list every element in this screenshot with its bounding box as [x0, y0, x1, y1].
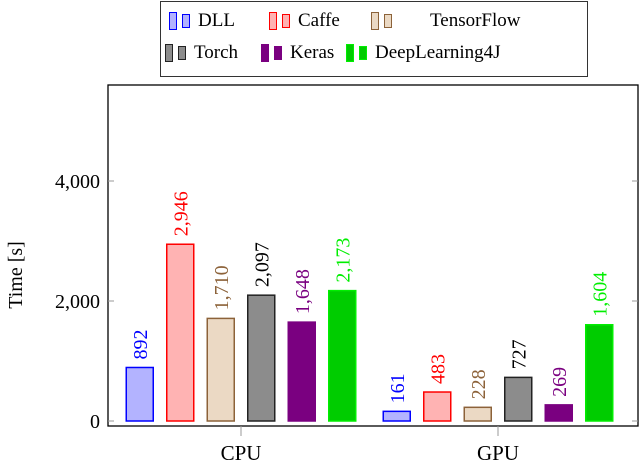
legend-label: DLL	[198, 10, 235, 31]
legend-swatch-icon	[182, 14, 190, 28]
bar-torch-gpu	[504, 376, 533, 422]
legend-item-caffe: Caffe	[269, 10, 340, 32]
bar-value-label: 892	[130, 329, 152, 359]
legend-item-torch: Torch	[165, 42, 238, 64]
bar-dll-gpu	[382, 410, 411, 422]
legend-label: Keras	[290, 42, 335, 63]
legend-label: Caffe	[298, 10, 340, 31]
bar-value-label: 1,648	[292, 269, 314, 314]
bar-tensorflow-cpu	[206, 317, 235, 422]
y-tick-label: 0	[90, 411, 100, 433]
legend-label: TensorFlow	[430, 10, 521, 31]
x-tick-label: CPU	[221, 441, 262, 464]
y-tick-label: 2,000	[55, 291, 100, 313]
y-axis-label: Time [s]	[5, 241, 27, 309]
x-tick-label: GPU	[477, 441, 519, 464]
legend-swatch-icon	[359, 46, 367, 60]
axes-frame	[107, 84, 639, 427]
legend-swatch-icon	[346, 44, 354, 62]
legend-swatch-icon	[165, 44, 173, 62]
bar-value-label: 269	[549, 367, 571, 397]
bar-value-label: 727	[508, 339, 530, 369]
bar-caffe-gpu	[423, 391, 452, 422]
legend-swatch-icon	[371, 12, 379, 30]
legend-swatch-icon	[384, 14, 392, 28]
bar-value-label: 2,097	[251, 242, 273, 287]
bar-value-label: 2,173	[332, 238, 354, 283]
legend-label: Torch	[194, 42, 239, 63]
legend-item-deeplearning4j: DeepLearning4J	[346, 42, 501, 64]
legend-swatch-icon	[274, 46, 282, 60]
legend-swatch-icon	[178, 46, 186, 60]
bar-value-label: 161	[387, 373, 409, 403]
legend-swatch-icon	[282, 14, 290, 28]
bar-keras-gpu	[544, 404, 573, 422]
bar-value-label: 228	[468, 369, 490, 399]
bar-caffe-cpu	[166, 243, 195, 422]
legend-swatch-icon	[261, 44, 269, 62]
bar-value-label: 1,604	[589, 272, 611, 317]
legend: DLL Caffe TensorFlow Torch Keras DeepLearning…	[160, 1, 588, 77]
legend-item-keras: Keras	[261, 42, 334, 64]
bar-value-label: 483	[427, 354, 449, 384]
legend-item-dll: DLL	[169, 10, 235, 32]
legend-item-tensorflow: TensorFlow	[371, 10, 521, 32]
bar-keras-cpu	[287, 321, 316, 422]
bar-value-label: 1,710	[211, 265, 233, 310]
bar-dll-cpu	[125, 366, 154, 422]
bar-deeplearning4j-cpu	[328, 289, 357, 422]
legend-label: DeepLearning4J	[375, 42, 501, 63]
bar-tensorflow-gpu	[463, 406, 492, 422]
legend-swatch-icon	[169, 12, 177, 30]
legend-swatch-icon	[269, 12, 277, 30]
y-tick-label: 4,000	[55, 171, 100, 193]
bar-torch-cpu	[247, 294, 276, 422]
bar-value-label: 2,946	[170, 191, 192, 236]
bar-deeplearning4j-gpu	[585, 324, 614, 422]
